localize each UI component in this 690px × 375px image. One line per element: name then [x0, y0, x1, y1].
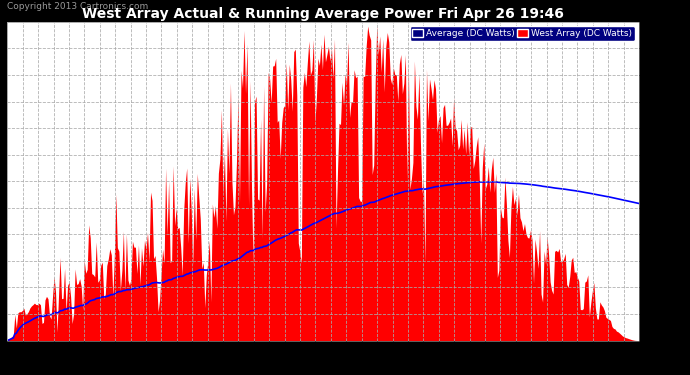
- Text: Copyright 2013 Cartronics.com: Copyright 2013 Cartronics.com: [8, 2, 148, 11]
- Legend: Average (DC Watts), West Array (DC Watts): Average (DC Watts), West Array (DC Watts…: [410, 26, 635, 41]
- Title: West Array Actual & Running Average Power Fri Apr 26 19:46: West Array Actual & Running Average Powe…: [82, 7, 564, 21]
